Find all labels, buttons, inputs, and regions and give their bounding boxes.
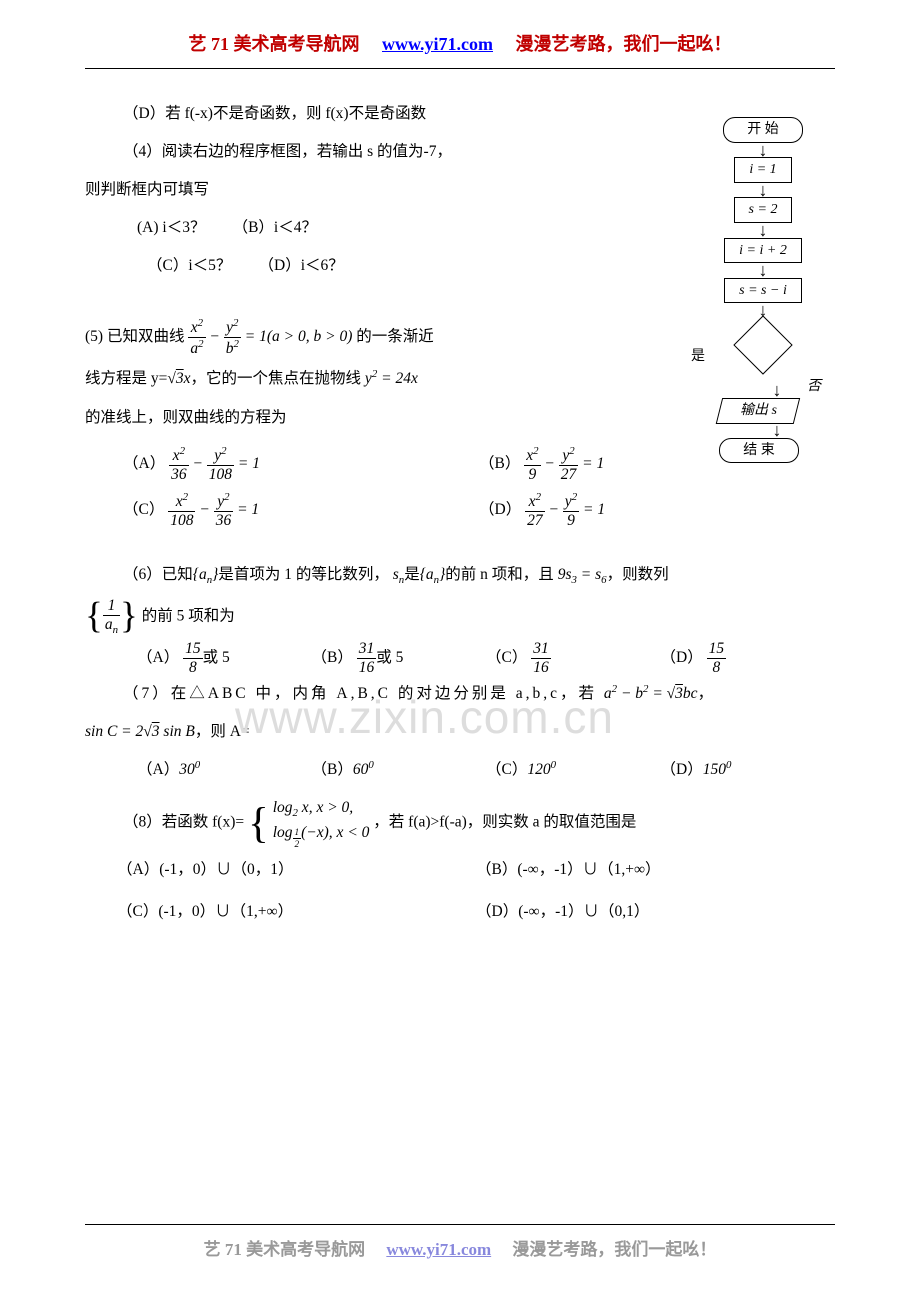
q8-opt-c: （C）(-1，0）∪（1,+∞） — [117, 895, 476, 929]
q4-options-ab: (A) i＜3？ （B）i＜4？ — [85, 211, 540, 245]
q8-piece2: log12(−x), x < 0 — [273, 822, 370, 850]
fc-output: 输出 s — [716, 398, 800, 424]
q4-options-cd: （C）i＜5？ （D）i＜6？ — [85, 249, 540, 283]
fc-no-label: 否 — [807, 372, 821, 403]
q5-opt-d: （D） x227 − y29 = 1 — [479, 491, 835, 530]
q6-options: （A） 158或 5 （B） 3116或 5 （C） 3116 （D） 158 — [85, 640, 835, 677]
header-slogan: 漫漫艺考路，我们一起吆！ — [516, 34, 732, 54]
header-url[interactable]: www.yi71.com — [382, 34, 493, 54]
q4-opt-d: （D）i＜6？ — [259, 257, 344, 274]
q6-stem-line2: {1an} 的前 5 项和为 — [85, 597, 835, 636]
q4-opt-b: （B）i＜4？ — [233, 219, 317, 236]
q6-stem-line1: （6）已知{an}是首项为 1 的等比数列， sn是{an}的前 n 项和，且 … — [85, 558, 835, 593]
q6-opt-b: （B） 3116或 5 — [312, 640, 487, 677]
q7-opt-d: （D）1500 — [661, 753, 836, 787]
q7-stem-line2: sin C = 2√3 sin B，则 A= — [85, 715, 835, 749]
q7-opt-c: （C）1200 — [486, 753, 661, 787]
q5-opt-c: （C） x2108 − y236 = 1 — [123, 491, 479, 530]
header-site-name: 艺 71 美术高考导航网 — [189, 34, 360, 54]
q6-opt-c: （C） 3116 — [486, 640, 661, 677]
q6-opt-d: （D） 158 — [661, 640, 836, 677]
q7-options: （A）300 （B）600 （C）1200 （D）1500 — [85, 753, 835, 787]
q7-opt-a: （A）300 — [137, 753, 312, 787]
q8-stem: （8）若函数 f(x)= { log2 x, x > 0, log12(−x),… — [85, 797, 835, 849]
q8-opt-d: （D）(-∞，-1）∪（0,1） — [476, 895, 835, 929]
q4-opt-a: (A) i＜3？ — [137, 219, 205, 236]
option-d-extra: （D）若 f(-x)不是奇函数，则 f(x)不是奇函数 — [85, 97, 540, 131]
fc-start: 开 始 — [723, 117, 803, 143]
q5-opt-a: （A） x236 − y2108 = 1 — [123, 445, 479, 484]
fc-init-i: i = 1 — [734, 157, 792, 183]
q5-stem-line1: (5) 已知双曲线 x2a2 − y2b2 = 1(a > 0, b > 0) … — [85, 317, 540, 358]
footer-slogan: 漫漫艺考路，我们一起吆！ — [512, 1240, 716, 1259]
q7-stem-line1: （7）在△ABC 中，内角 A,B,C 的对边分别是 a,b,c，若 a2 − … — [85, 677, 835, 711]
page-header: 艺 71 美术高考导航网 www.yi71.com 漫漫艺考路，我们一起吆！ — [85, 30, 835, 69]
q4-stem-1: （4）阅读右边的程序框图，若输出 s 的值为-7， — [85, 135, 540, 169]
q4-stem-2: 则判断框内可填写 — [85, 173, 540, 207]
q7-opt-b: （B）600 — [312, 753, 487, 787]
q8-opt-a: （A）(-1，0）∪（0，1） — [117, 853, 476, 887]
q6-opt-a: （A） 158或 5 — [137, 640, 312, 677]
q4-opt-c: （C）i＜5？ — [147, 257, 231, 274]
q5-stem-line2: 线方程是 y=√3x，它的一个焦点在抛物线 y2 = 24x — [85, 362, 540, 396]
fc-end: 结 束 — [719, 438, 799, 464]
q8-piece1: log2 x, x > 0, — [273, 797, 370, 821]
q8-opt-b: （B）(-∞，-1）∪（1,+∞） — [476, 853, 835, 887]
page-footer: 艺 71 美术高考导航网 www.yi71.com 漫漫艺考路，我们一起吆！ — [85, 1224, 835, 1260]
q5-stem-line3: 的准线上，则双曲线的方程为 — [85, 401, 540, 435]
content-area: www.zixin.com.cn 开 始 ↓ i = 1 ↓ s = 2 ↓ i… — [85, 97, 835, 938]
fc-yes-label: 是 — [691, 342, 705, 373]
q8-options: （A）(-1，0）∪（0，1） （B）(-∞，-1）∪（1,+∞） （C）(-1… — [85, 853, 835, 937]
flowchart: 开 始 ↓ i = 1 ↓ s = 2 ↓ i = i + 2 ↓ s = s … — [655, 117, 835, 463]
footer-url[interactable]: www.yi71.com — [386, 1240, 491, 1259]
fc-decision: 是 否 — [713, 324, 813, 380]
footer-site-name: 艺 71 美术高考导航网 — [204, 1240, 366, 1259]
